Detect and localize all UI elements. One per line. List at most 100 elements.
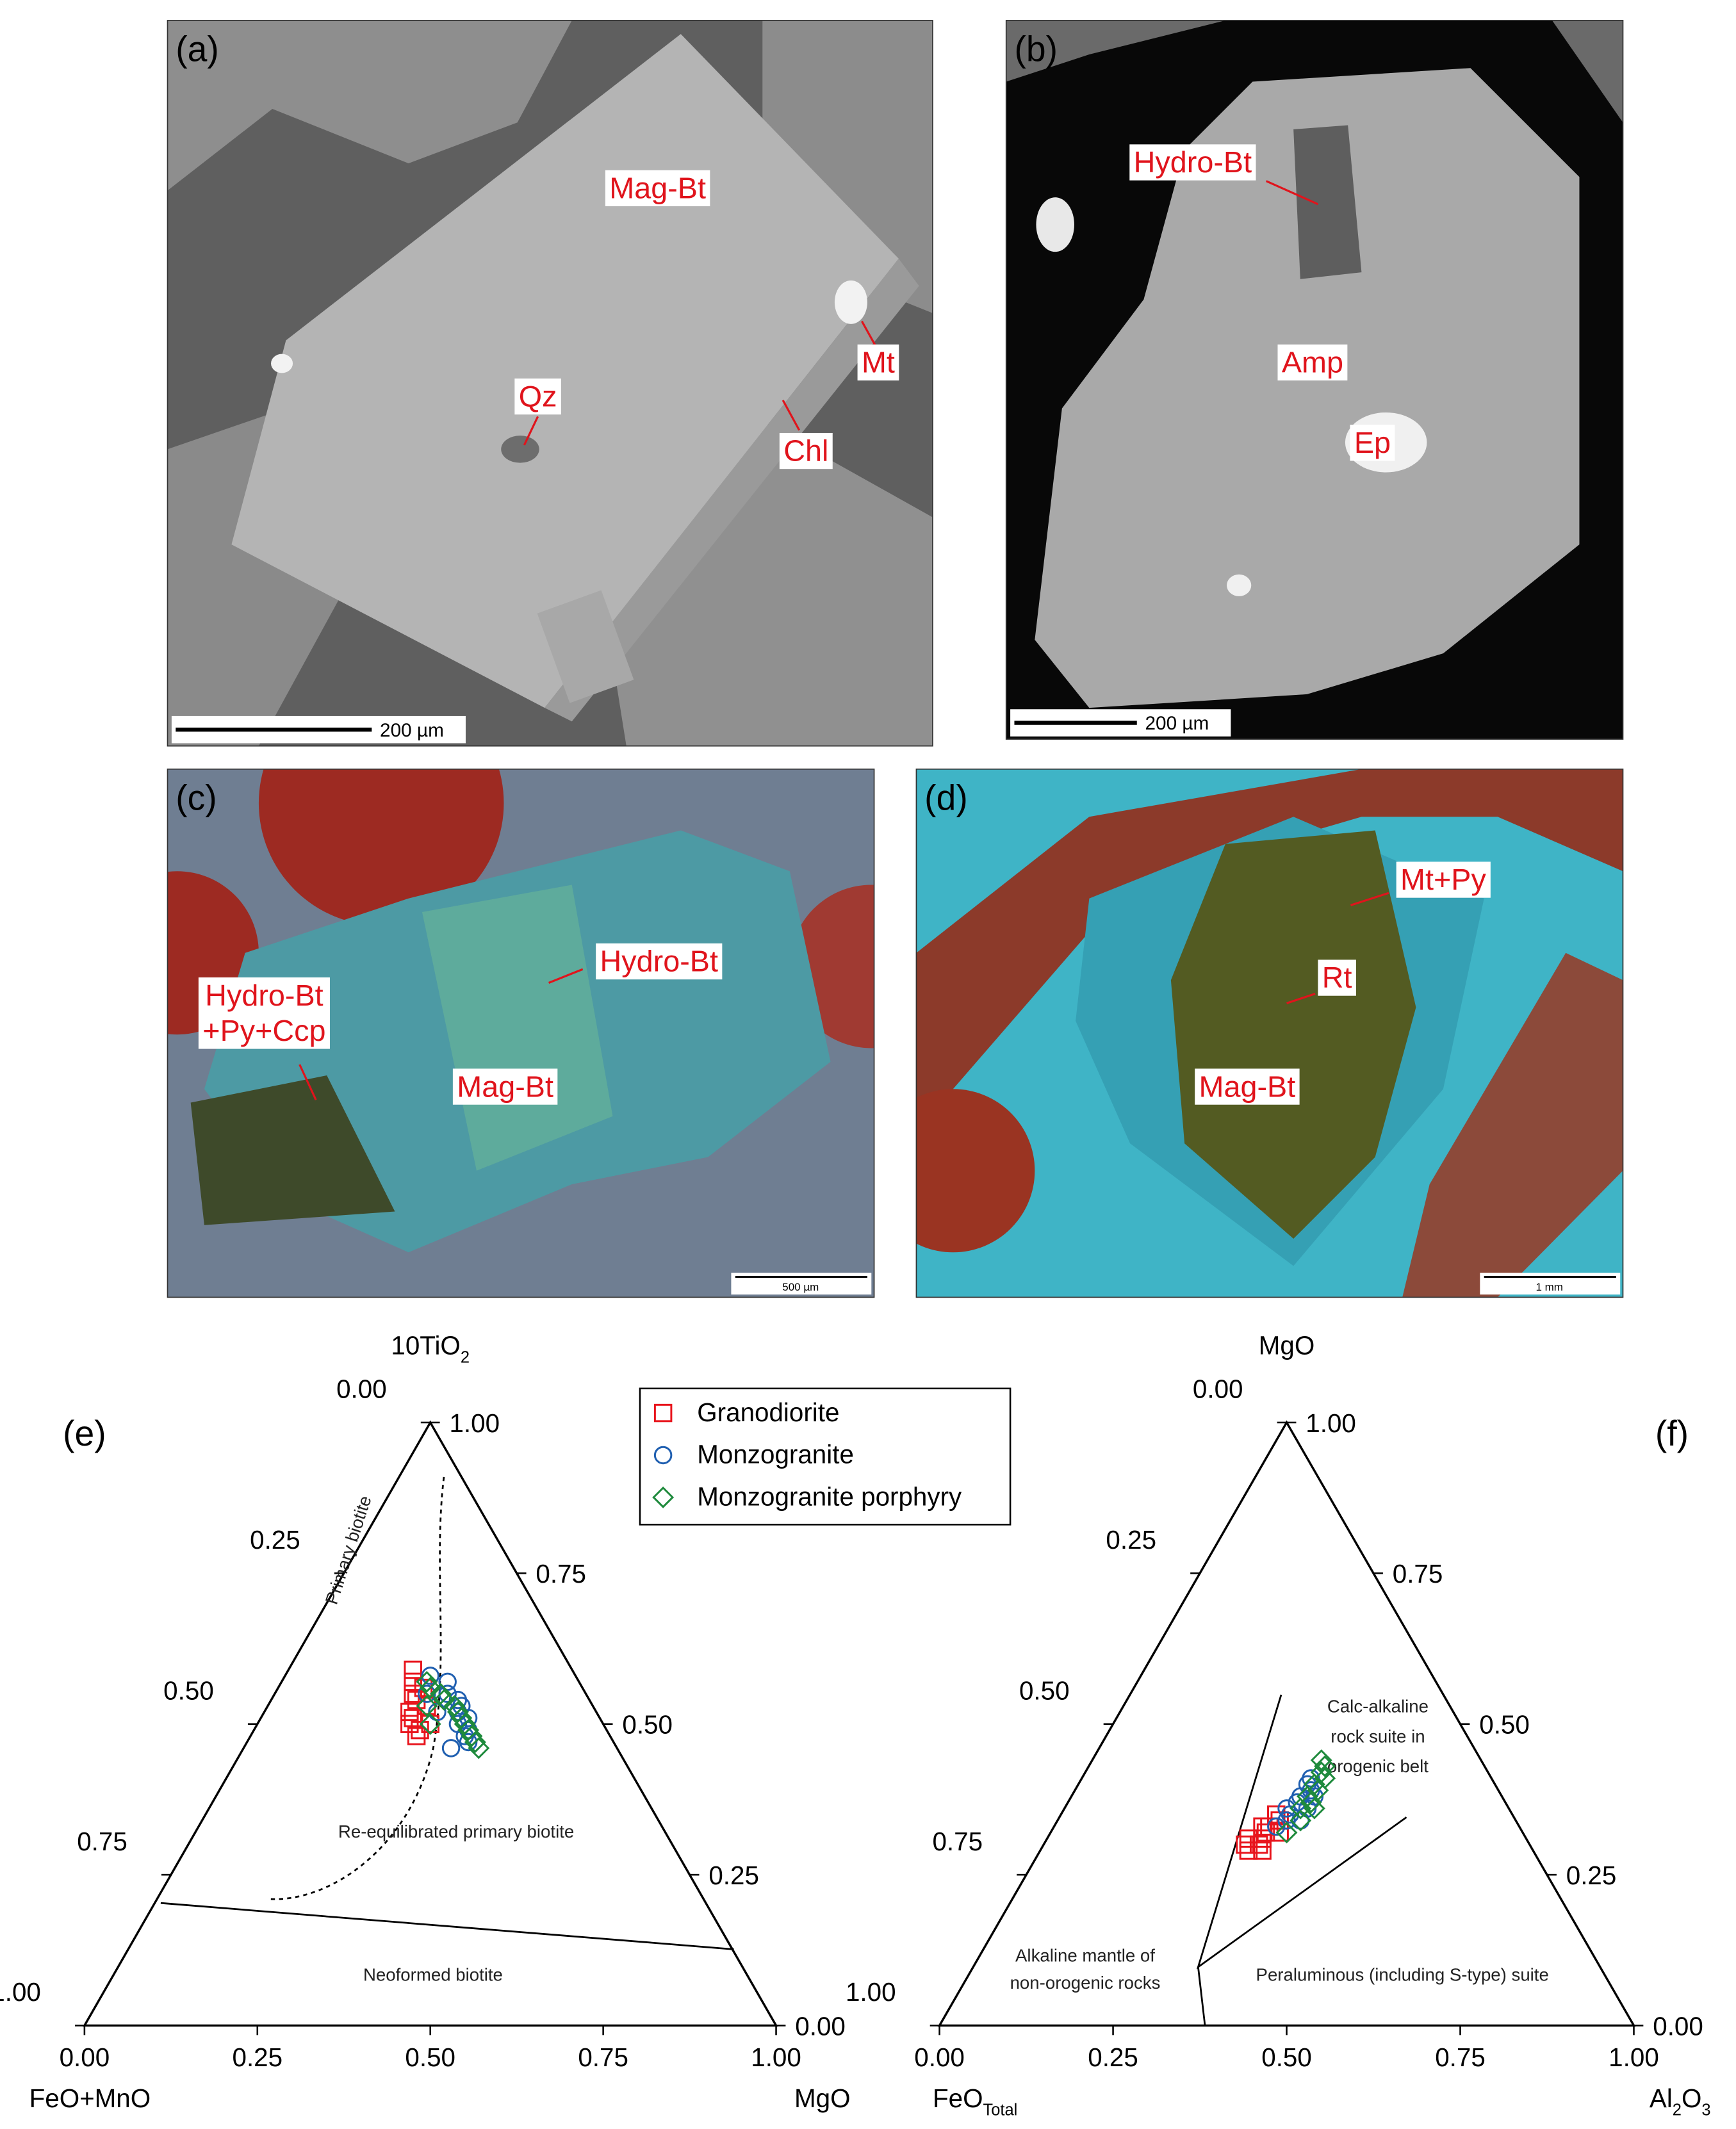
annotation: Hydro-Bt +Py+Ccp	[202, 979, 325, 1047]
label-part: MgO	[1259, 1331, 1315, 1360]
tick-label: 0.25	[232, 2043, 283, 2072]
point	[1291, 1811, 1310, 1830]
leader-line	[548, 968, 584, 984]
legend-label: Monzogranite	[697, 1440, 854, 1469]
leader-line	[299, 1064, 317, 1100]
tick-label: 0.50	[163, 1676, 214, 1705]
annotation-line: Hydro-Bt	[1134, 146, 1252, 179]
annotation: Mt+Py	[1400, 863, 1486, 897]
legend-label: Granodiorite	[697, 1398, 839, 1427]
annotation-line: Mag-Bt	[1199, 1070, 1296, 1104]
panel-label: (a)	[176, 29, 219, 69]
tick-label: 0.00	[60, 2043, 110, 2072]
label-part: 10TiO	[391, 1331, 460, 1360]
point	[1253, 1817, 1272, 1836]
annotation: Amp	[1282, 346, 1343, 379]
label-part: Al	[1650, 2084, 1673, 2113]
tick-label: 0.75	[77, 1827, 127, 1856]
tick-label: 0.00	[1193, 1374, 1243, 1404]
point	[1314, 1767, 1336, 1790]
annotation-line: Ep	[1354, 426, 1391, 459]
tick-label: 1.00	[0, 1977, 41, 2007]
field-boundary	[1196, 1694, 1407, 2026]
panel-border	[167, 768, 875, 1298]
annotation: Mag-Bt	[457, 1070, 553, 1104]
tick-label: 1.00	[449, 1408, 500, 1438]
triangle	[937, 1420, 1636, 2027]
label-box	[452, 1068, 558, 1105]
annotation-line: Mag-Bt	[609, 172, 706, 205]
tick-label: 0.50	[1019, 1676, 1070, 1705]
label-part: 3	[1701, 2101, 1710, 2119]
panel-border	[167, 20, 933, 747]
micrograph-a	[167, 20, 933, 746]
label-box	[198, 977, 330, 1049]
tick-label: 0.25	[250, 1525, 300, 1554]
label-box	[514, 378, 561, 415]
point	[429, 1683, 452, 1705]
axis-label: MgO	[794, 2084, 851, 2113]
point	[416, 1695, 438, 1717]
tick-label: 0.25	[1088, 2043, 1138, 2072]
point	[1303, 1797, 1325, 1820]
tick-label: 1.00	[751, 2043, 801, 2072]
label-box	[605, 170, 710, 207]
point	[464, 1731, 486, 1753]
neoformed-boundary	[160, 1902, 734, 1950]
region-label: Re-equilibrated primary biotite	[338, 1822, 574, 1841]
panel-label: (c)	[176, 778, 217, 818]
label-box	[1277, 344, 1348, 381]
tick-label: 0.25	[1106, 1525, 1156, 1554]
label-part: 2	[461, 1348, 470, 1366]
tick-label: 0.50	[1261, 2043, 1312, 2072]
label-box	[857, 344, 899, 381]
legend	[639, 1387, 1011, 1526]
annotation-line: Hydro-Bt	[600, 945, 718, 978]
label-box	[1318, 959, 1356, 996]
legend-marker	[653, 1403, 673, 1423]
point	[404, 1709, 422, 1727]
point	[400, 1702, 419, 1722]
annotation-line: Mag-Bt	[457, 1070, 553, 1104]
scale-bar-label: 200 µm	[1145, 713, 1209, 734]
point	[404, 1684, 422, 1703]
point	[1236, 1835, 1254, 1854]
annotation: Chl	[783, 434, 828, 468]
leader-line	[523, 416, 539, 446]
annotation: Mag-Bt	[1199, 1070, 1296, 1104]
point	[1239, 1829, 1258, 1848]
annotation-line: Amp	[1282, 346, 1343, 379]
tick-label: 0.75	[1393, 1559, 1443, 1588]
label-part: 2	[1673, 2101, 1682, 2119]
point	[404, 1660, 422, 1679]
region-label: Peraluminous (including S-type) suite	[1256, 1964, 1549, 1984]
label-box	[1350, 425, 1395, 461]
tick-label: 0.00	[1653, 2011, 1703, 2041]
point	[419, 1713, 441, 1735]
tick-label: 1.00	[846, 1977, 896, 2007]
annotation: Hydro-Bt	[600, 945, 718, 978]
annotation: Mt	[862, 346, 895, 379]
annotation: Ep	[1354, 426, 1391, 459]
tick-label: 0.75	[578, 2043, 628, 2072]
tick-label: 0.50	[622, 1710, 673, 1740]
axis-label: FeOTotal	[933, 2084, 1017, 2119]
panel-border	[915, 768, 1624, 1298]
annotation: Hydro-Bt	[1134, 146, 1252, 179]
legend-marker	[653, 1446, 673, 1465]
leader-line	[782, 400, 801, 431]
tick-label: 0.75	[1435, 2043, 1486, 2072]
tick-label: 0.00	[336, 1374, 387, 1404]
scale-bar-label: 500 µm	[782, 1281, 819, 1293]
tick-label: 0.75	[536, 1559, 586, 1588]
point	[1310, 1749, 1332, 1772]
region-label: Primary biotite	[322, 1493, 375, 1606]
tick-label: 1.00	[1609, 2043, 1659, 2072]
label-part: FeO+MnO	[29, 2084, 151, 2113]
axis-label: FeO+MnO	[29, 2084, 151, 2113]
label-part: MgO	[794, 2084, 851, 2113]
annotation-line: Qz	[519, 380, 557, 413]
annotation: Mag-Bt	[609, 172, 706, 205]
tick-label: 0.25	[708, 1861, 759, 1890]
